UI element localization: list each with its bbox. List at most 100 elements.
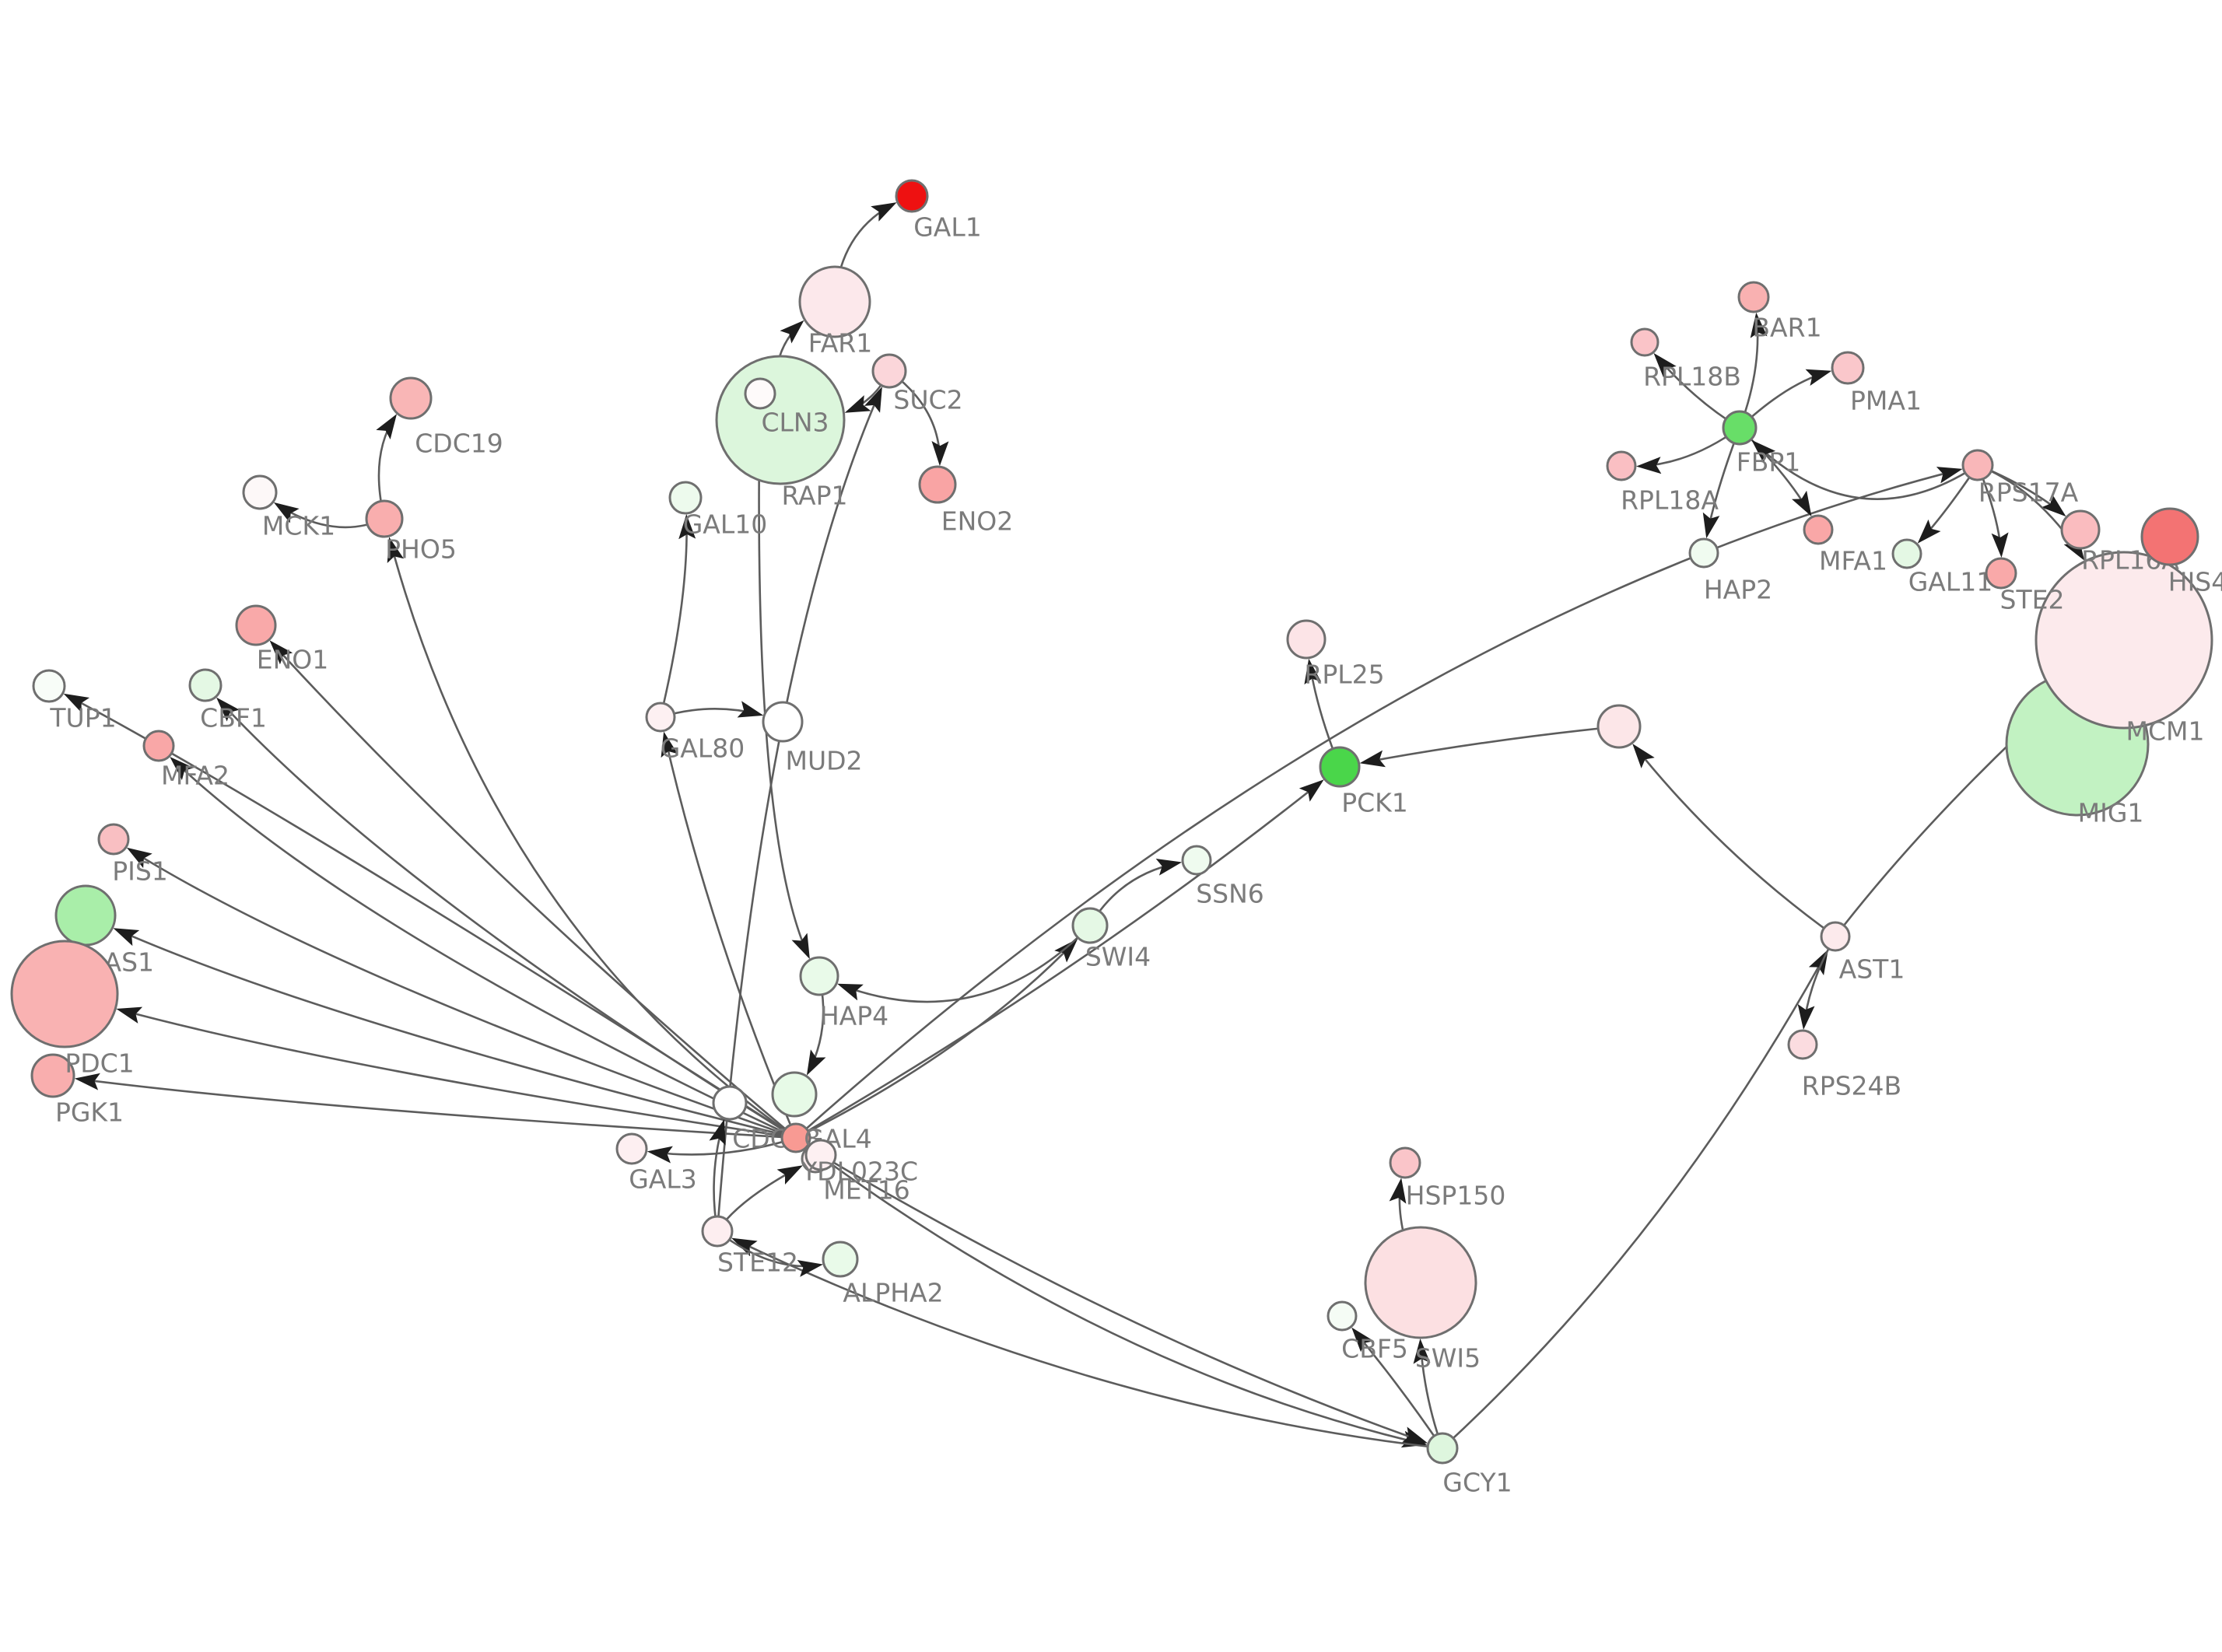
edge-GAL4-RAS1[interactable]: [113, 928, 797, 1139]
node-circle[interactable]: [97, 823, 130, 856]
node-circle[interactable]: [2060, 509, 2101, 550]
edge-GCY1-CBF5[interactable]: [1351, 1327, 1444, 1449]
node-SWI5[interactable]: SWI5: [1364, 1226, 1481, 1374]
node-circle[interactable]: [871, 353, 907, 389]
node-MUD2[interactable]: MUD2: [762, 701, 863, 776]
node-RPS24B[interactable]: RPS24B: [1787, 1029, 1901, 1101]
edge-RAP1-HAP4[interactable]: [758, 393, 810, 960]
node-circle[interactable]: [1787, 1029, 1818, 1060]
node-circle[interactable]: [1181, 845, 1212, 876]
node-circle[interactable]: [712, 1085, 748, 1121]
node-circle[interactable]: [645, 702, 676, 733]
edge-GAL4-PHO5[interactable]: [387, 537, 797, 1139]
node-unlabeled-right[interactable]: [1596, 704, 1642, 749]
node-circle[interactable]: [1319, 746, 1361, 788]
node-GAL3[interactable]: GAL3: [615, 1132, 697, 1195]
node-circle[interactable]: [799, 956, 839, 996]
node-unlabeled-center[interactable]: [771, 1071, 818, 1118]
node-circle[interactable]: [804, 1139, 837, 1171]
node-FAR1[interactable]: FAR1: [798, 265, 872, 359]
node-circle[interactable]: [798, 265, 871, 338]
node-PCK1[interactable]: PCK1: [1319, 746, 1408, 818]
node-YDL023C[interactable]: YDL023C: [801, 1139, 918, 1187]
edge-RPS17A-FBP1[interactable]: [1751, 439, 1978, 500]
node-ENO2[interactable]: ENO2: [918, 465, 1013, 537]
node-circle[interactable]: [615, 1132, 648, 1165]
node-MCM1[interactable]: MCM1: [2034, 551, 2213, 747]
node-circle[interactable]: [389, 376, 433, 420]
node-GAL11[interactable]: GAL11: [1891, 538, 1992, 597]
node-CBF5[interactable]: CBF5: [1327, 1300, 1408, 1364]
node-circle[interactable]: [1286, 619, 1327, 660]
node-circle[interactable]: [142, 730, 175, 762]
node-RPL18B[interactable]: RPL18B: [1630, 327, 1741, 392]
node-circle[interactable]: [1630, 327, 1659, 357]
node-CDC19[interactable]: CDC19: [389, 376, 503, 459]
node-SUC2[interactable]: SUC2: [871, 353, 963, 415]
edge-GAL4-PIS1[interactable]: [126, 847, 797, 1139]
node-PGK1[interactable]: PGK1: [30, 1053, 124, 1128]
node-circle[interactable]: [1831, 351, 1865, 385]
edge-GAL4-ENO1[interactable]: [269, 640, 797, 1139]
edge-AST1-unlabeled-right[interactable]: [1632, 744, 1836, 938]
node-GAL1[interactable]: GAL1: [895, 179, 982, 243]
node-circle[interactable]: [1327, 1300, 1358, 1332]
edge-GAL4-PDC1[interactable]: [116, 1006, 797, 1139]
node-AST1[interactable]: AST1: [1820, 921, 1905, 985]
node-BAR1[interactable]: BAR1: [1737, 281, 1822, 343]
node-circle[interactable]: [1389, 1146, 1421, 1179]
edge-YDL023C-GCY1[interactable]: [820, 1153, 1428, 1444]
edge-GAL4-GCY1[interactable]: [795, 1136, 1428, 1448]
node-circle[interactable]: [1071, 907, 1109, 944]
node-circle[interactable]: [918, 465, 957, 504]
node-circle[interactable]: [1985, 557, 2017, 590]
node-circle[interactable]: [1688, 537, 1719, 569]
node-HIS4[interactable]: HIS4: [2140, 507, 2222, 597]
node-HAP2[interactable]: HAP2: [1688, 537, 1772, 605]
node-circle[interactable]: [1891, 538, 1922, 569]
node-CLN3[interactable]: CLN3: [715, 355, 846, 485]
node-circle[interactable]: [188, 668, 223, 702]
node-circle[interactable]: [2034, 551, 2213, 730]
node-RAP1[interactable]: RAP1: [744, 377, 848, 511]
node-RPL18A[interactable]: RPL18A: [1606, 450, 1719, 516]
node-circle[interactable]: [235, 604, 277, 646]
edge-GAL4-GAL80[interactable]: [661, 731, 797, 1139]
edge-GAL4-GAL3[interactable]: [647, 1136, 797, 1164]
node-MFA1[interactable]: MFA1: [1803, 514, 1887, 576]
node-ENO1[interactable]: ENO1: [235, 604, 328, 675]
node-FBP1[interactable]: FBP1: [1722, 410, 1800, 478]
node-ALPHA2[interactable]: ALPHA2: [822, 1241, 944, 1308]
edge-GAL4-PCK1[interactable]: [795, 779, 1324, 1139]
node-circle[interactable]: [1803, 514, 1834, 545]
node-circle[interactable]: [762, 701, 804, 743]
node-MCK1[interactable]: MCK1: [242, 474, 335, 541]
node-circle[interactable]: [10, 940, 119, 1048]
edge-GAL4-SWI4[interactable]: [795, 938, 1078, 1139]
node-circle[interactable]: [668, 481, 703, 515]
edge-GAL4-RPS17A[interactable]: [795, 467, 1963, 1139]
node-PDC1[interactable]: PDC1: [10, 940, 135, 1079]
node-GAL80[interactable]: GAL80: [645, 702, 745, 764]
node-GCY1[interactable]: GCY1: [1426, 1432, 1512, 1498]
node-circle[interactable]: [780, 1122, 811, 1153]
edge-GAL4-PGK1[interactable]: [74, 1073, 797, 1139]
node-STE2[interactable]: STE2: [1985, 557, 2064, 615]
edge-GCY1-STE12[interactable]: [731, 1237, 1443, 1450]
node-SWI4[interactable]: SWI4: [1071, 907, 1151, 972]
node-circle[interactable]: [1737, 281, 1770, 313]
node-CBF1[interactable]: CBF1: [188, 668, 267, 733]
node-circle[interactable]: [30, 1053, 75, 1098]
node-circle[interactable]: [895, 179, 929, 213]
node-circle[interactable]: [822, 1241, 859, 1278]
node-circle[interactable]: [1606, 450, 1637, 481]
node-RPS17A[interactable]: RPS17A: [1961, 449, 2079, 508]
edge-SWI4-HAP4[interactable]: [837, 925, 1091, 1003]
node-circle[interactable]: [32, 669, 66, 703]
node-PHO5[interactable]: PHO5: [365, 499, 457, 565]
node-circle[interactable]: [771, 1071, 818, 1118]
node-circle[interactable]: [1722, 410, 1758, 446]
edge-GCY1-AST1[interactable]: [1442, 949, 1828, 1449]
node-circle[interactable]: [1364, 1226, 1477, 1339]
node-circle[interactable]: [365, 499, 404, 538]
